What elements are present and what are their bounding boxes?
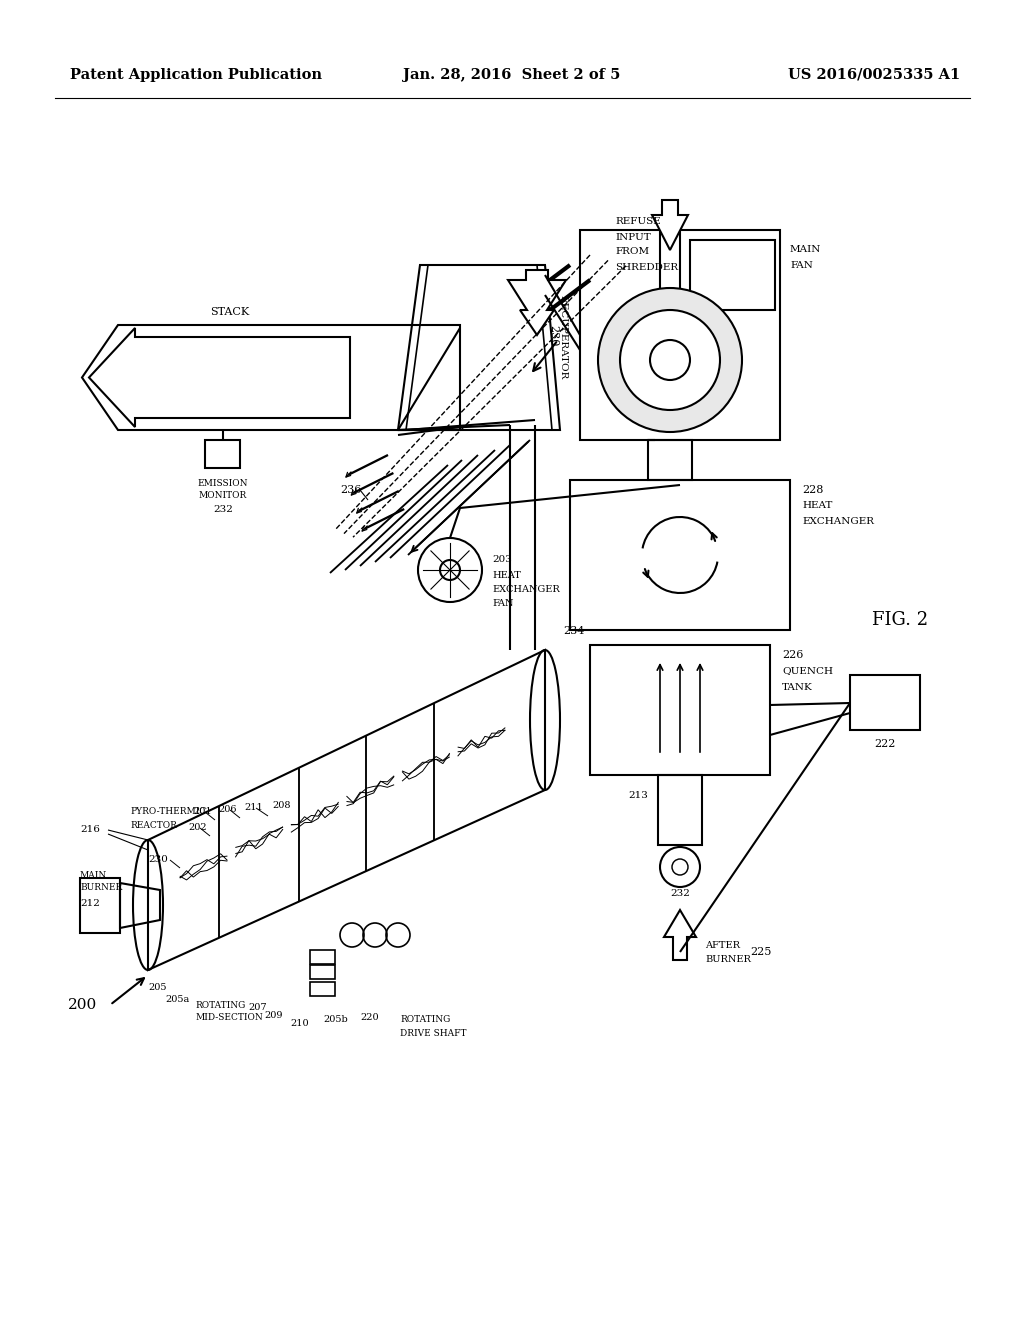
Text: 201: 201 xyxy=(193,808,212,817)
Text: BURNER: BURNER xyxy=(80,883,122,891)
Text: FAN: FAN xyxy=(492,598,513,607)
Text: INPUT: INPUT xyxy=(615,232,650,242)
Bar xyxy=(570,480,790,630)
Text: Patent Application Publication: Patent Application Publication xyxy=(70,69,322,82)
Text: MAIN: MAIN xyxy=(790,246,821,255)
Text: PYRO-THERMIC: PYRO-THERMIC xyxy=(130,808,206,817)
Polygon shape xyxy=(89,327,350,426)
Text: BURNER: BURNER xyxy=(705,954,751,964)
Polygon shape xyxy=(652,201,688,249)
Text: 234: 234 xyxy=(563,626,585,636)
Text: 213: 213 xyxy=(628,791,648,800)
Text: 208: 208 xyxy=(272,801,291,810)
Text: EXCHANGER: EXCHANGER xyxy=(802,517,874,527)
Text: 232: 232 xyxy=(670,888,690,898)
Text: STACK: STACK xyxy=(210,308,250,317)
Bar xyxy=(310,965,335,979)
Text: HEAT: HEAT xyxy=(492,570,521,579)
Text: QUENCH: QUENCH xyxy=(782,667,833,676)
Text: 232: 232 xyxy=(213,506,232,515)
Text: 230: 230 xyxy=(548,325,558,346)
Text: 205a: 205a xyxy=(165,995,189,1005)
Circle shape xyxy=(598,288,742,432)
Text: FIG. 2: FIG. 2 xyxy=(872,611,928,630)
Text: 212: 212 xyxy=(80,899,100,908)
Text: FAN: FAN xyxy=(790,260,813,269)
Bar xyxy=(648,440,692,480)
Text: 236: 236 xyxy=(340,484,361,495)
Text: 225: 225 xyxy=(750,946,771,957)
Text: ROTATING: ROTATING xyxy=(400,1015,451,1024)
Text: 230: 230 xyxy=(148,855,168,865)
Bar xyxy=(658,775,702,845)
Text: DRIVE SHAFT: DRIVE SHAFT xyxy=(400,1028,467,1038)
Text: 202: 202 xyxy=(188,824,207,833)
Bar xyxy=(690,240,775,310)
Text: 205: 205 xyxy=(148,983,167,993)
Text: HEAT: HEAT xyxy=(802,502,833,511)
Bar xyxy=(205,440,240,469)
Text: EMISSION: EMISSION xyxy=(198,479,248,488)
Text: Jan. 28, 2016  Sheet 2 of 5: Jan. 28, 2016 Sheet 2 of 5 xyxy=(403,69,621,82)
Bar xyxy=(580,230,780,440)
Text: MONITOR: MONITOR xyxy=(199,491,247,500)
Text: 216: 216 xyxy=(80,825,100,834)
Polygon shape xyxy=(508,271,566,335)
Text: 220: 220 xyxy=(360,1014,379,1023)
Bar xyxy=(310,950,335,964)
Text: RECUPERATOR: RECUPERATOR xyxy=(558,294,567,379)
Text: REFUSE: REFUSE xyxy=(615,218,660,227)
Text: 207: 207 xyxy=(248,1003,266,1012)
Text: ROTATING: ROTATING xyxy=(195,1001,246,1010)
Text: SHREDDER: SHREDDER xyxy=(615,263,678,272)
Text: 205b: 205b xyxy=(323,1015,348,1024)
Text: TANK: TANK xyxy=(782,682,813,692)
Bar xyxy=(590,645,770,775)
Bar xyxy=(80,878,120,933)
Text: 200: 200 xyxy=(68,998,97,1012)
Text: EXCHANGER: EXCHANGER xyxy=(492,585,560,594)
Text: REACTOR: REACTOR xyxy=(130,821,177,830)
Text: MID-SECTION: MID-SECTION xyxy=(195,1012,263,1022)
Text: AFTER: AFTER xyxy=(705,940,740,949)
Text: 206: 206 xyxy=(218,805,237,814)
Text: US 2016/0025335 A1: US 2016/0025335 A1 xyxy=(787,69,961,82)
Bar xyxy=(310,982,335,997)
Text: FROM: FROM xyxy=(615,248,649,256)
Text: 203: 203 xyxy=(492,556,512,565)
Circle shape xyxy=(620,310,720,411)
Polygon shape xyxy=(664,909,696,960)
Text: 210: 210 xyxy=(290,1019,308,1028)
Text: 226: 226 xyxy=(782,649,804,660)
Text: 228: 228 xyxy=(802,484,823,495)
Text: MAIN: MAIN xyxy=(80,870,108,879)
Text: 211: 211 xyxy=(244,804,263,813)
Text: 222: 222 xyxy=(874,739,896,748)
Text: 209: 209 xyxy=(264,1011,283,1020)
Bar xyxy=(850,675,920,730)
